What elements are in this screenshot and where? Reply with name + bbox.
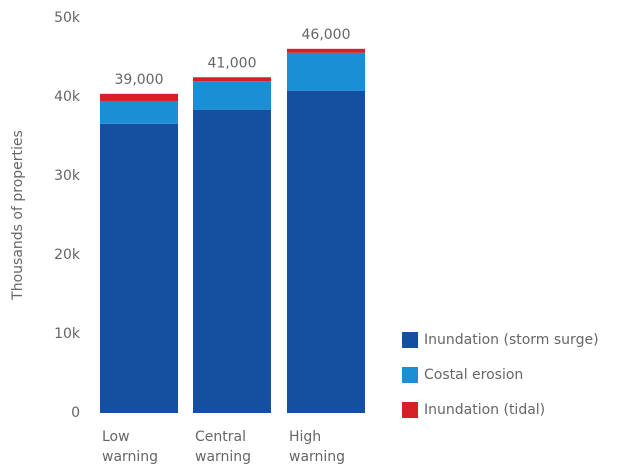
y-tick-label: 30k [54, 168, 81, 184]
legend-swatch [402, 402, 418, 418]
bar-segment [287, 90, 365, 414]
y-tick-label: 40k [54, 89, 81, 105]
x-tick-label: Central warning [195, 429, 251, 465]
total-label: 46,000 [302, 27, 351, 43]
legend-swatch [402, 332, 418, 348]
y-tick-label: 0 [71, 405, 80, 421]
bar-segment [100, 100, 178, 124]
y-tick-label: 10k [54, 326, 81, 342]
bar-segment [100, 93, 178, 101]
legend-label: Inundation (tidal) [424, 402, 545, 418]
y-axis-label: Thousands of properties [10, 130, 26, 301]
y-tick-label: 50k [54, 10, 81, 26]
legend-label: Costal erosion [424, 367, 523, 383]
bar-segment [287, 52, 365, 91]
bar-segment [193, 77, 271, 82]
total-label: 41,000 [208, 55, 257, 71]
bar-segment [100, 123, 178, 414]
bar-segment [193, 109, 271, 413]
legend-swatch [402, 367, 418, 383]
x-tick-label: High warning [289, 429, 345, 465]
total-label: 39,000 [115, 72, 164, 88]
y-tick-label: 20k [54, 247, 81, 263]
bar-segment [193, 81, 271, 110]
x-tick-label: Low warning [102, 429, 158, 465]
bar-segment [287, 48, 365, 53]
legend-label: Inundation (storm surge) [424, 332, 599, 348]
